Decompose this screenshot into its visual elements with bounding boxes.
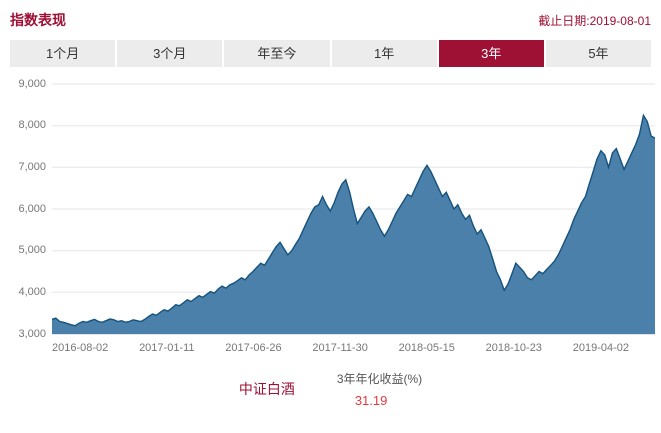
chart-footer: 中证白酒 3年年化收益(%) 31.19	[0, 370, 661, 408]
x-tick-label: 2018-10-23	[485, 342, 542, 354]
y-tick-label: 7,000	[18, 160, 46, 173]
x-axis: 2016-08-02 2017-01-11 2017-06-26 2017-11…	[52, 339, 655, 354]
annualized-return-block: 3年年化收益(%) 31.19	[337, 370, 422, 408]
series-line	[52, 115, 655, 325]
cutoff-date-label: 截止日期:2019-08-01	[538, 13, 651, 28]
x-tick-label: 2017-06-26	[225, 342, 282, 354]
x-tick-label: 2019-04-02	[572, 342, 629, 354]
page-title: 指数表现	[10, 12, 66, 28]
x-tick-label: 2017-11-30	[312, 342, 368, 354]
tab-3-month[interactable]: 3个月	[117, 40, 225, 67]
header: 指数表现 截止日期:2019-08-01	[0, 0, 661, 38]
x-tick-label: 2017-01-11	[139, 342, 195, 354]
y-tick-label: 9,000	[18, 77, 46, 90]
y-tick-label: 5,000	[18, 244, 46, 257]
tab-5-year[interactable]: 5年	[545, 40, 652, 67]
chart-container: 9,000 8,000 7,000 6,000 5,000 4,000 3,00…	[0, 67, 661, 354]
period-tab-bar: 1个月 3个月 年至今 1年 3年 5年	[10, 40, 652, 67]
x-tick-label: 2018-05-15	[398, 342, 455, 354]
tab-3-year[interactable]: 3年	[438, 40, 546, 67]
plot-area[interactable]: 2016-08-02 2017-01-11 2017-06-26 2017-11…	[52, 79, 655, 354]
y-tick-label: 8,000	[18, 119, 46, 132]
y-tick-label: 3,000	[18, 327, 46, 340]
series-area	[52, 115, 655, 334]
tab-1-month[interactable]: 1个月	[10, 40, 118, 67]
y-axis: 9,000 8,000 7,000 6,000 5,000 4,000 3,00…	[8, 77, 52, 340]
x-tick-label: 2016-08-02	[52, 342, 109, 354]
tab-1-year[interactable]: 1年	[331, 40, 439, 67]
annualized-return-value: 31.19	[354, 393, 388, 408]
area-chart[interactable]	[52, 79, 655, 339]
y-tick-label: 6,000	[18, 202, 46, 215]
annualized-return-label: 3年年化收益(%)	[336, 372, 423, 386]
y-tick-label: 4,000	[18, 285, 46, 298]
index-name-label: 中证白酒	[238, 381, 295, 397]
tab-ytd[interactable]: 年至今	[224, 40, 332, 67]
